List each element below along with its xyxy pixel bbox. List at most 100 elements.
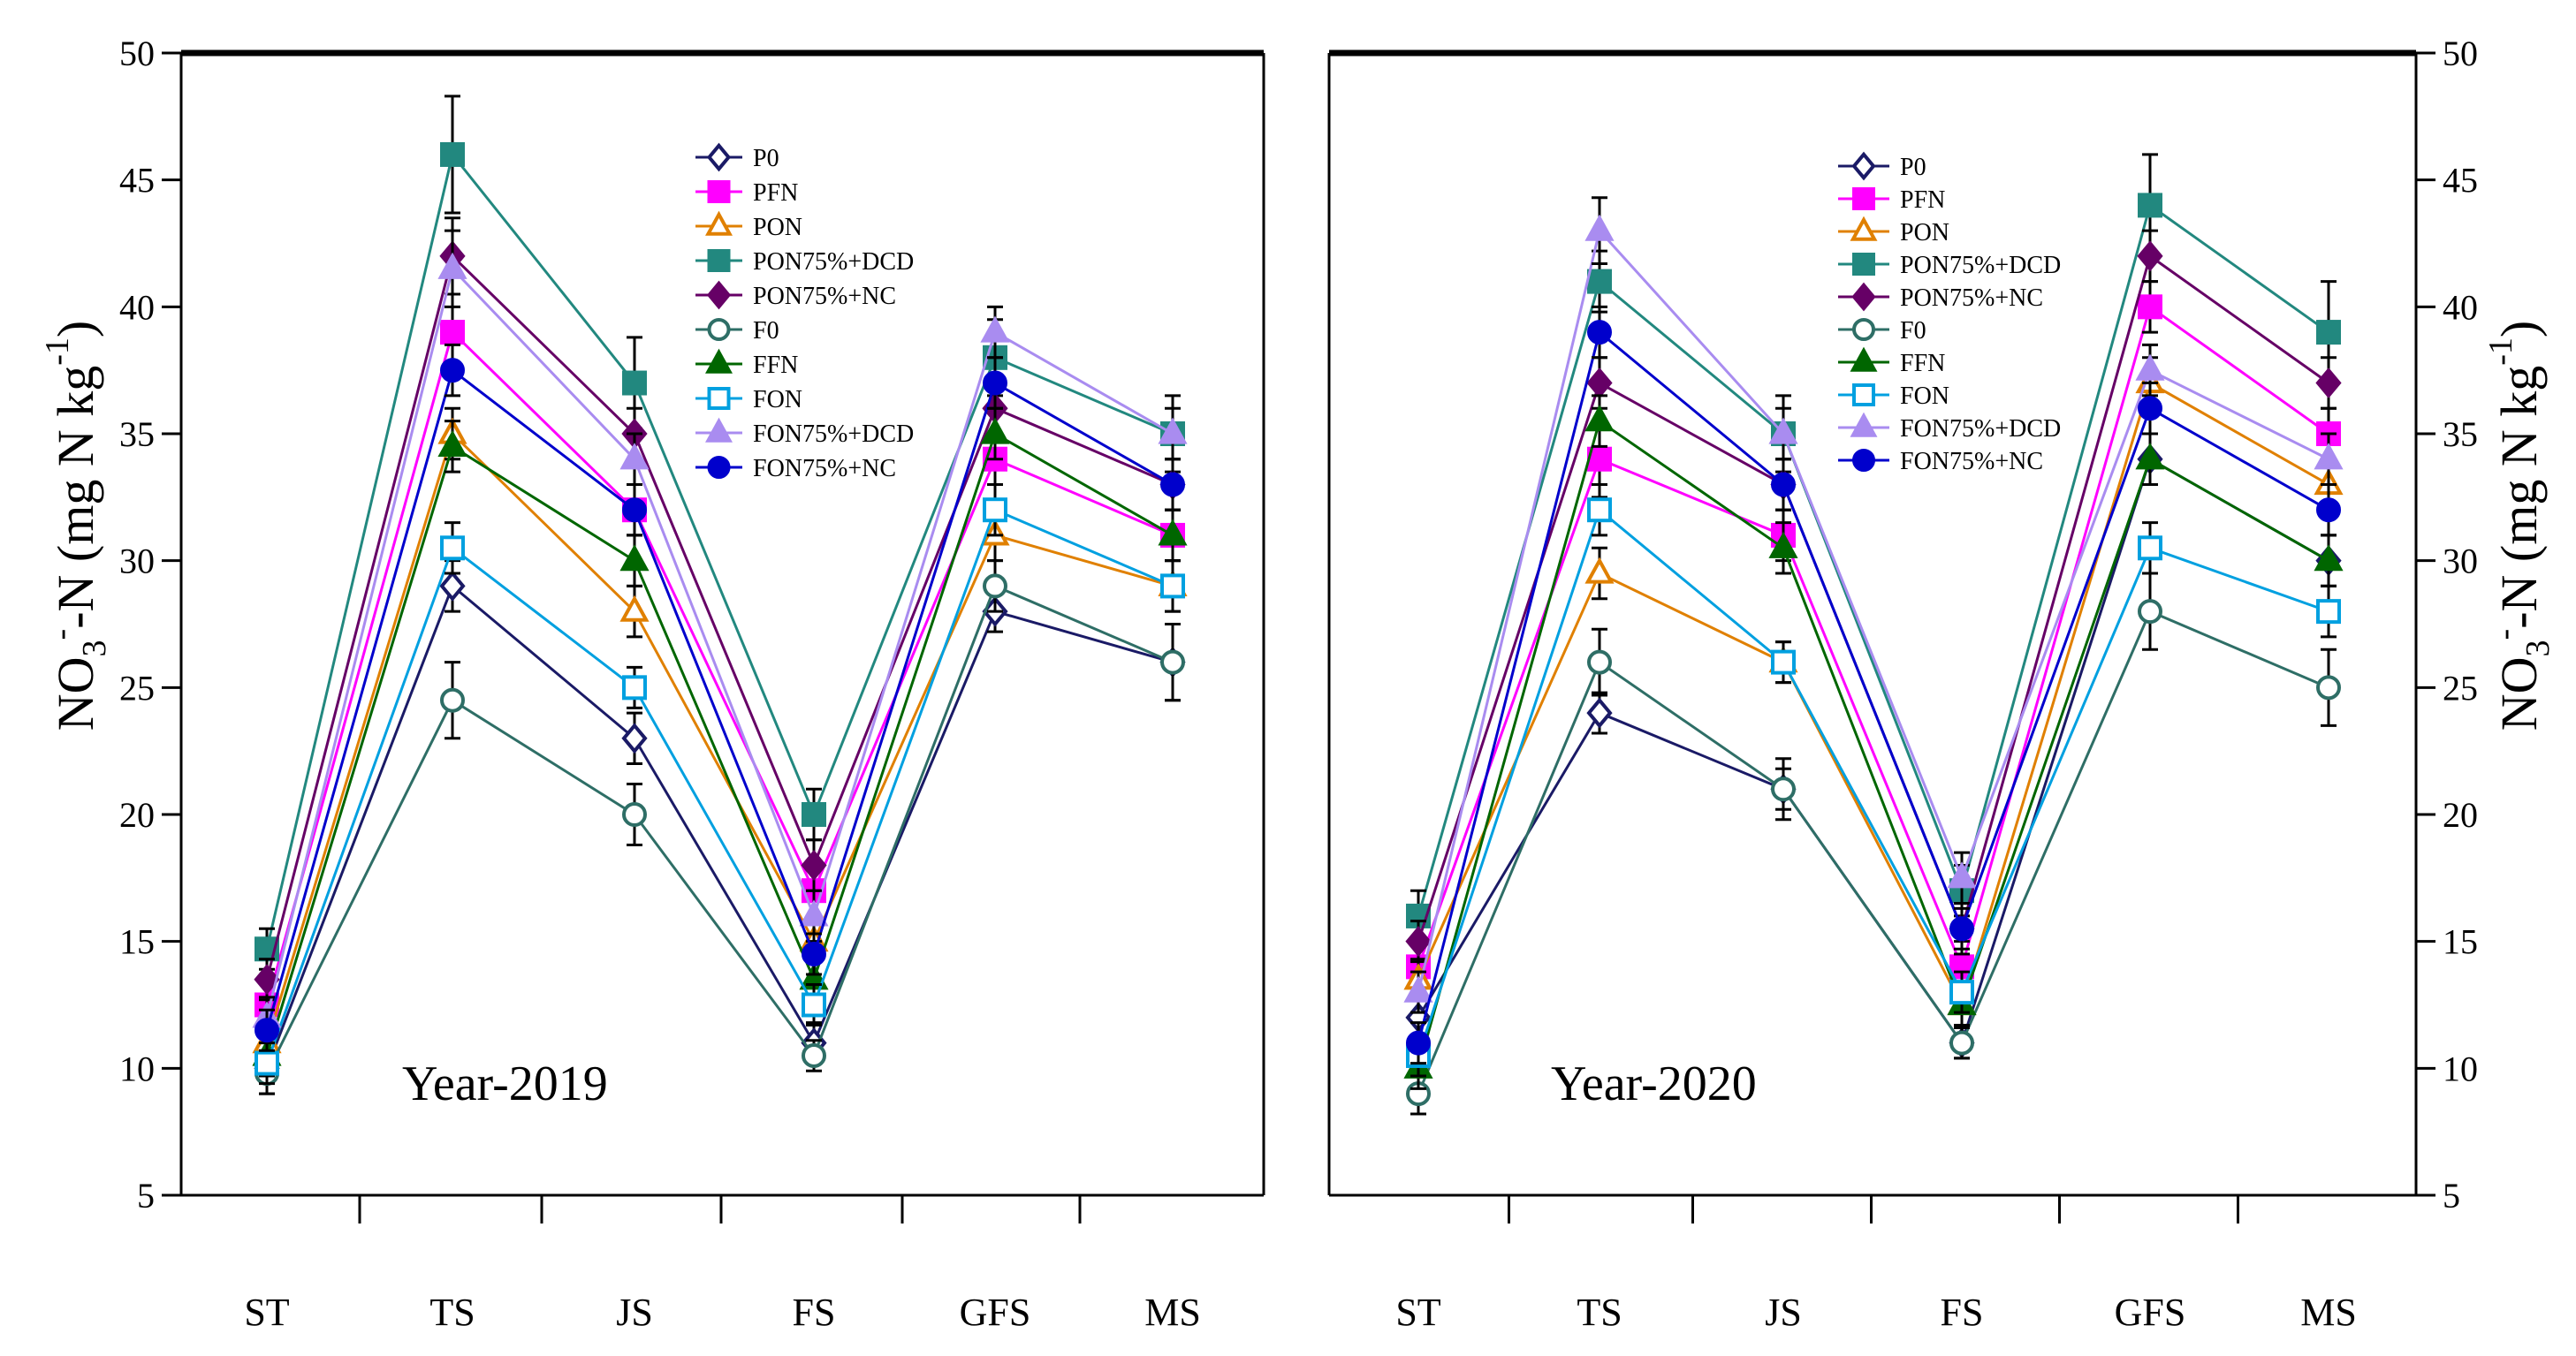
y-tick-label: 45 (119, 161, 155, 201)
legend-marker-pfn (1852, 187, 1875, 210)
data-point-fon75pct-nc (255, 1018, 279, 1043)
x-tick-label-ms: MS (2300, 1291, 2357, 1334)
y-tick-label: 15 (119, 922, 155, 962)
legend-label-p0: P0 (753, 145, 779, 172)
series-line-ffn (265, 431, 1174, 1057)
data-point-pon75pct-dcd (622, 370, 647, 396)
series-line-pon75pct-dcd (1417, 202, 2329, 917)
y-tick-label: 35 (2443, 414, 2478, 454)
data-point-p0 (621, 723, 648, 754)
y-tick-label: 20 (2443, 795, 2478, 835)
legend-marker-fon (1852, 383, 1875, 406)
legend-label-f0: F0 (753, 317, 779, 345)
legend-marker-pon75pct-dcd (707, 249, 731, 272)
data-point-fon75pct-nc (983, 370, 1007, 396)
data-point-fon (1949, 980, 1974, 1005)
y-tick-label: 10 (2443, 1049, 2478, 1088)
legend-label-pfn: PFN (753, 179, 798, 207)
y-tick-label: 5 (137, 1176, 155, 1216)
legend-marker-fon75pct-nc (707, 456, 731, 479)
data-point-pon75pct-dcd (2316, 320, 2341, 345)
series-line-fon (265, 508, 1174, 1064)
data-point-p0 (1586, 697, 1613, 729)
data-point-f0 (1771, 776, 1796, 802)
series-line-fon (1417, 507, 2329, 1057)
series-line-fon75pct-nc (1417, 330, 2329, 1043)
legend-marker-f0 (1852, 318, 1875, 341)
y-tick-label: 40 (2443, 287, 2478, 327)
legend-marker-fon75pct-dcd (1850, 412, 1878, 437)
data-point-p0 (439, 570, 466, 602)
y-tick-label: 45 (2443, 161, 2478, 201)
data-point-pfn (440, 320, 465, 345)
legend-marker-fon75pct-dcd (705, 417, 733, 443)
legend-marker-fon75pct-nc (1852, 449, 1875, 472)
data-point-ffn (2314, 544, 2344, 572)
year-annotation: Year-2019 (402, 1057, 608, 1111)
legend-label-fon75pct-dcd: FON75%+DCD (753, 420, 914, 448)
legend-label-fon75pct-dcd: FON75%+DCD (1900, 415, 2061, 443)
series-line-p0 (265, 583, 1174, 1069)
x-tick-label-gfs: GFS (960, 1291, 1031, 1334)
data-point-fon75pct-dcd (1158, 417, 1188, 444)
legend-marker-p0 (1851, 151, 1876, 181)
series-line-ffn (1417, 419, 2329, 1069)
data-point-fon (622, 675, 647, 701)
x-tick-label-js: JS (1765, 1291, 1802, 1334)
data-point-pon75pct-nc (2315, 367, 2342, 399)
data-point-fon75pct-dcd (980, 315, 1010, 343)
series-line-f0 (265, 584, 1174, 1074)
data-point-fon (1771, 649, 1796, 675)
data-point-fon75pct-dcd (619, 443, 650, 470)
legend: P0 PFN PON PON75%+DCD PON75%+NC F0 FFN FON FON75… (1838, 151, 2061, 475)
y-tick-label: 10 (119, 1049, 155, 1088)
legend-label-pon75pct-dcd: PON75%+DCD (1900, 252, 2061, 279)
legend-label-fon75pct-nc: FON75%+NC (1900, 448, 2043, 475)
data-point-fon (255, 1050, 279, 1076)
x-tick-label-ts: TS (1577, 1291, 1622, 1334)
x-tick-label-gfs: GFS (2115, 1291, 2186, 1334)
data-point-pfn (2138, 294, 2162, 320)
y-tick-label: 20 (119, 795, 155, 835)
series-fon75pct-nc (1406, 305, 2341, 1065)
data-point-fon75pct-dcd (1584, 214, 1615, 241)
data-point-f0 (622, 802, 647, 827)
series-line-f0 (1417, 610, 2329, 1095)
data-point-fon (440, 535, 465, 561)
data-point-ffn (1768, 531, 1798, 558)
legend-label-f0: F0 (1900, 317, 1926, 345)
data-point-fon75pct-nc (1406, 1030, 1431, 1056)
legend-label-pon: PON (1900, 219, 1949, 246)
y-axis-label-left: NO3--N (mg N kg-1) (39, 321, 113, 731)
series-line-fon75pct-dcd (265, 266, 1174, 1019)
legend-label-pon75pct-dcd: PON75%+DCD (753, 248, 914, 276)
data-point-fon75pct-dcd (1768, 417, 1798, 444)
y-tick-label: 30 (119, 542, 155, 581)
series-fon75pct-nc (255, 343, 1185, 1052)
x-tick-label-st: ST (1395, 1291, 1440, 1334)
y-tick-label: 50 (2443, 34, 2478, 73)
x-tick-label-fs: FS (793, 1291, 836, 1334)
legend-marker-pon (1850, 216, 1878, 241)
series-line-fon75pct-dcd (1417, 228, 2329, 993)
y-axis-label-right: NO3--N (mg N kg-1) (2482, 321, 2557, 731)
series-fon75pct-dcd (1403, 196, 2344, 1014)
data-point-f0 (983, 573, 1007, 599)
legend-marker-pon (705, 210, 733, 236)
legend-label-fon75pct-nc: FON75%+NC (753, 455, 896, 482)
data-point-f0 (1587, 649, 1612, 675)
y-tick-label: 40 (119, 287, 155, 327)
data-point-fon75pct-nc (802, 942, 826, 967)
data-point-f0 (440, 687, 465, 713)
legend-label-p0: P0 (1900, 154, 1926, 181)
series-line-pfn (265, 330, 1174, 1005)
y-tick-label: 5 (2443, 1176, 2460, 1216)
series-line-fon75pct-nc (265, 367, 1174, 1031)
legend-label-pon75pct-nc: PON75%+NC (1900, 284, 2043, 312)
y-tick-label: 35 (119, 414, 155, 454)
legend-label-fon: FON (1900, 383, 1949, 410)
x-tick-label-ts: TS (429, 1291, 475, 1334)
data-point-pon75pct-dcd (1587, 269, 1612, 294)
